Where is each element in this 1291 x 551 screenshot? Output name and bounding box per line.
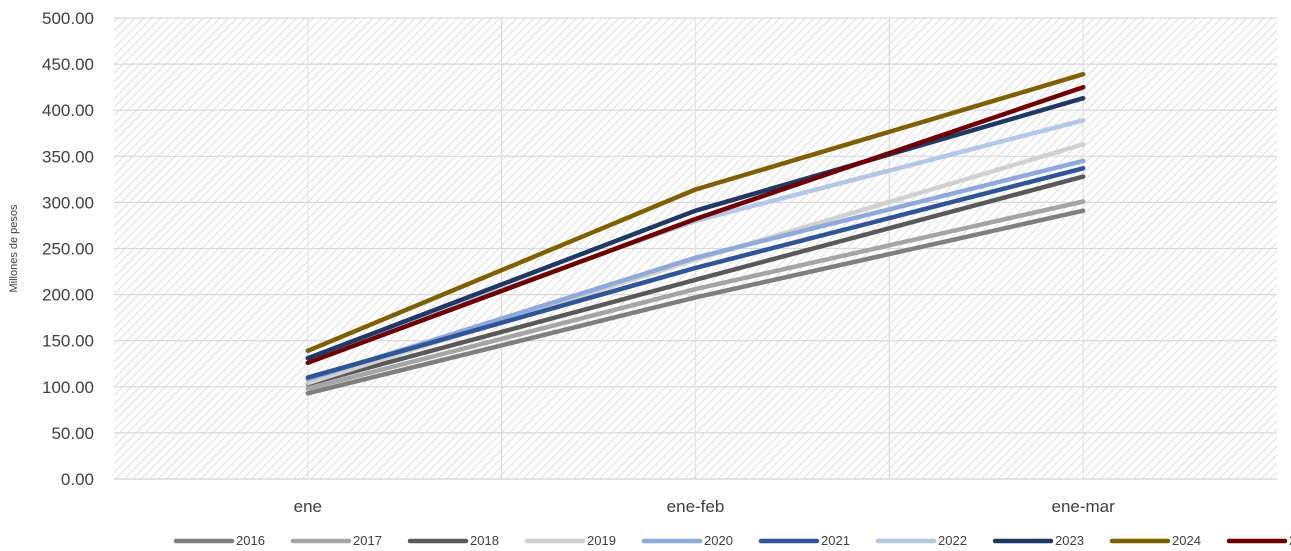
y-tick-label: 400.00 (42, 101, 94, 120)
axes: 0.00 50.00 100.00 150.00 200.00 250.00 300.00 3… (42, 9, 1277, 516)
y-tick-label: 350.00 (42, 147, 94, 166)
y-tick-label: 500.00 (42, 9, 94, 28)
legend-label-2018: 2018 (470, 533, 499, 548)
legend-label-2016: 2016 (236, 533, 265, 548)
series-line-2017 (305, 199, 1086, 391)
legend-label-2025: 2025 (1289, 533, 1291, 548)
series-line-2024 (305, 71, 1086, 354)
y-tick-label: 50.00 (51, 424, 94, 443)
x-tick-label: ene (294, 497, 322, 516)
y-tick-label: 250.00 (42, 240, 94, 259)
legend-label-2020: 2020 (704, 533, 733, 548)
y-tick-label: 450.00 (42, 55, 94, 74)
legend-label-2023: 2023 (1055, 533, 1084, 548)
series-line-2021 (305, 166, 1086, 380)
series-line-2018 (305, 174, 1086, 387)
legend: 2016 2017 2018 2019 2020 2021 2022 2023 2024 2025 (173, 533, 1291, 548)
series-line-2016 (305, 208, 1086, 396)
x-tick-label: ene-mar (1052, 497, 1116, 516)
legend-label-2022: 2022 (938, 533, 967, 548)
y-tick-label: 300.00 (42, 193, 94, 212)
y-tick-label: 150.00 (42, 332, 94, 351)
legend-label-2024: 2024 (1172, 533, 1201, 548)
legend-label-2021: 2021 (821, 533, 850, 548)
legend-label-2019: 2019 (587, 533, 616, 548)
x-tick-label: ene-feb (667, 497, 725, 516)
y-tick-label: 0.00 (61, 470, 94, 489)
y-tick-label: 200.00 (42, 286, 94, 305)
y-tick-label: 100.00 (42, 378, 94, 397)
series-lines (305, 71, 1086, 396)
series-line-2025 (305, 84, 1086, 366)
y-axis-title: Millones de pesos (8, 204, 20, 293)
legend-label-2017: 2017 (353, 533, 382, 548)
series-line-2023 (305, 95, 1086, 361)
